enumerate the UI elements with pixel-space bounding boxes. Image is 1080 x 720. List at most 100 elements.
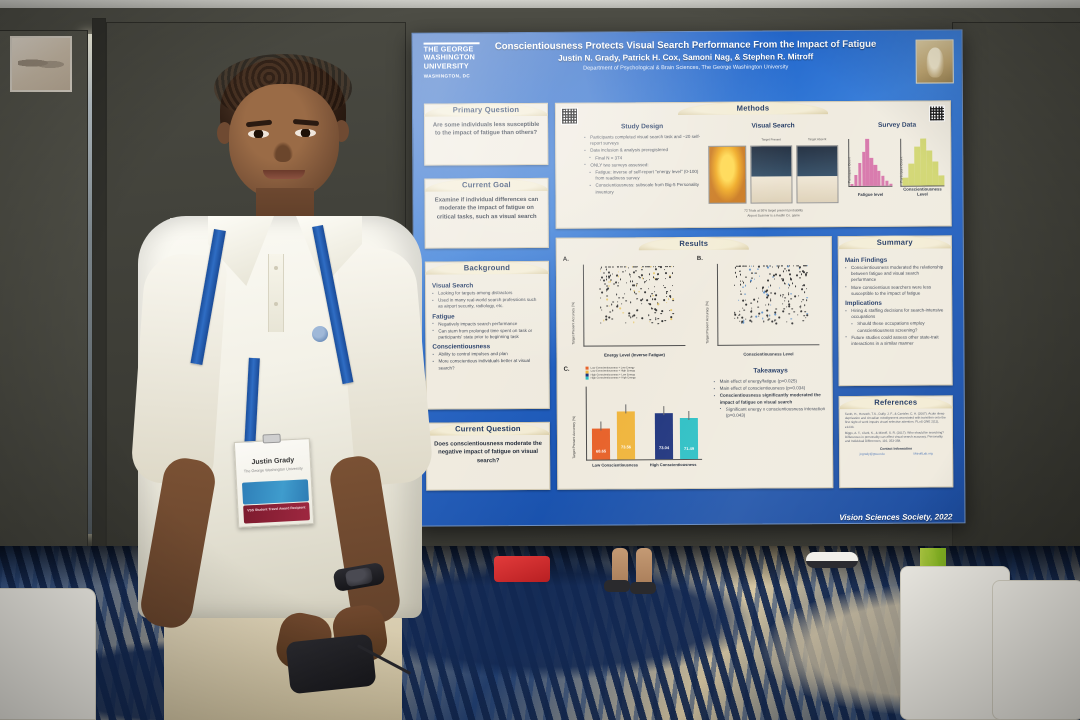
- y-axis-label: Target Present Accuracy (%): [571, 301, 576, 345]
- scatter-point: [771, 266, 774, 268]
- scatter-point: [734, 313, 737, 316]
- scatter-point: [763, 320, 765, 323]
- scatter-point: [757, 268, 759, 270]
- scatter-point: [773, 278, 776, 280]
- contact-website[interactable]: MitroffLab.org: [913, 451, 933, 457]
- shirt-button: [274, 266, 278, 270]
- main-findings-head: Main Findings: [844, 256, 888, 265]
- scatter-point: [758, 265, 760, 268]
- scatter-point: [639, 277, 641, 279]
- scatter-point: [741, 307, 744, 309]
- scatter-point: [742, 286, 744, 288]
- plot-area: Target Present Accuracy (%): [571, 264, 686, 347]
- scatter-point: [756, 300, 759, 303]
- scatter-point: [771, 320, 774, 323]
- scatter-point: [749, 268, 751, 271]
- contact-email[interactable]: jngrady@gwu.edu: [859, 452, 885, 457]
- scatter-point: [737, 314, 740, 317]
- list-item: Negatively impacts search performance: [432, 321, 542, 328]
- scatter-point: [791, 308, 793, 310]
- scatter-point: [603, 272, 605, 274]
- scatter-point: [783, 308, 785, 310]
- scatter-point: [799, 270, 801, 273]
- sandal: [604, 580, 630, 592]
- scatter-point: [625, 282, 628, 284]
- scatter-point: [629, 288, 632, 291]
- scatter-points: [583, 264, 685, 347]
- contact-row: jngrady@gwu.edu MitroffLab.org: [845, 452, 947, 457]
- scatter-point: [606, 295, 608, 297]
- scatter-point: [806, 297, 808, 299]
- scatter-point: [608, 266, 610, 268]
- scatter-point: [791, 282, 794, 285]
- scatter-point: [770, 304, 772, 306]
- scatter-point: [788, 313, 791, 315]
- scatter-point: [621, 266, 624, 268]
- scatter-point: [600, 309, 603, 311]
- list-item: Main effect of conscientiousness (p=0.03…: [714, 385, 828, 392]
- histogram-bar: [938, 175, 945, 186]
- presenter: Justin Grady The George Washington Unive…: [96, 54, 435, 720]
- scatter-point: [790, 318, 792, 320]
- scatter-point: [609, 280, 612, 283]
- scatter-point: [804, 317, 807, 319]
- current-goal-heading: Current Goal: [461, 180, 511, 190]
- scatter-point: [608, 304, 611, 307]
- eye-left: [248, 130, 269, 138]
- background-heading: Background: [463, 263, 511, 273]
- scatter-point: [753, 299, 755, 301]
- light-gap: [84, 34, 93, 534]
- scatter-point: [739, 283, 742, 286]
- scatter-point: [642, 265, 644, 268]
- scatter-point: [804, 264, 806, 267]
- scatter-point: [651, 307, 654, 310]
- scatter-point: [751, 320, 753, 323]
- scatter-point: [799, 277, 801, 279]
- scatter-point: [774, 311, 776, 314]
- scatter-point: [781, 265, 784, 267]
- scatter-point: [777, 266, 780, 269]
- scatter-point: [649, 318, 651, 321]
- y-axis-label: Target Present Accuracy (%): [705, 300, 710, 344]
- scatter-point: [621, 271, 624, 273]
- qr-code-icon[interactable]: [928, 105, 946, 122]
- x-axis-label: Conscientiousness Level: [743, 351, 794, 357]
- y-axis: [585, 386, 588, 461]
- scatter-point: [616, 301, 619, 303]
- scatter-point: [751, 272, 753, 275]
- scatter-point: [788, 300, 790, 303]
- scatter-point: [599, 279, 602, 281]
- scatter-point: [744, 299, 747, 301]
- scatter-point: [663, 299, 665, 302]
- scatter-point: [788, 269, 790, 272]
- scatter-point: [739, 280, 742, 282]
- legend-swatch: [585, 377, 589, 381]
- scatter-point: [672, 265, 675, 268]
- scatter-point: [657, 265, 660, 268]
- study-design-bullets: Participants completed visual search tas…: [584, 134, 700, 196]
- category-label: Low Conscientiousness: [592, 462, 639, 468]
- scatter-point: [749, 316, 752, 318]
- scatter-point: [780, 265, 783, 267]
- scatter-point: [784, 282, 787, 285]
- qr-code-icon[interactable]: [560, 107, 579, 125]
- scatter-point: [641, 298, 644, 301]
- scatter-point: [783, 300, 786, 302]
- scatter-point: [744, 293, 746, 296]
- study-design-block: Study Design Participants completed visu…: [584, 123, 700, 197]
- scatter-point: [670, 316, 673, 318]
- scatter-point: [739, 265, 741, 267]
- implications-head: Implications: [845, 299, 882, 308]
- bar-value-label: 71.49: [684, 445, 695, 451]
- primary-question-panel: Primary Question Are some individuals le…: [423, 102, 549, 166]
- scatter-point: [601, 291, 604, 294]
- sneaker: [806, 552, 858, 568]
- x-axis-label: Conscientiousness Level: [903, 186, 942, 197]
- scatter-point: [648, 278, 651, 281]
- scatter-point: [804, 304, 806, 307]
- scatter-point: [797, 295, 800, 297]
- scatter-point: [745, 284, 747, 287]
- scatter-point: [664, 319, 667, 322]
- scatter-point: [613, 283, 615, 285]
- bystander-leg: [612, 548, 628, 588]
